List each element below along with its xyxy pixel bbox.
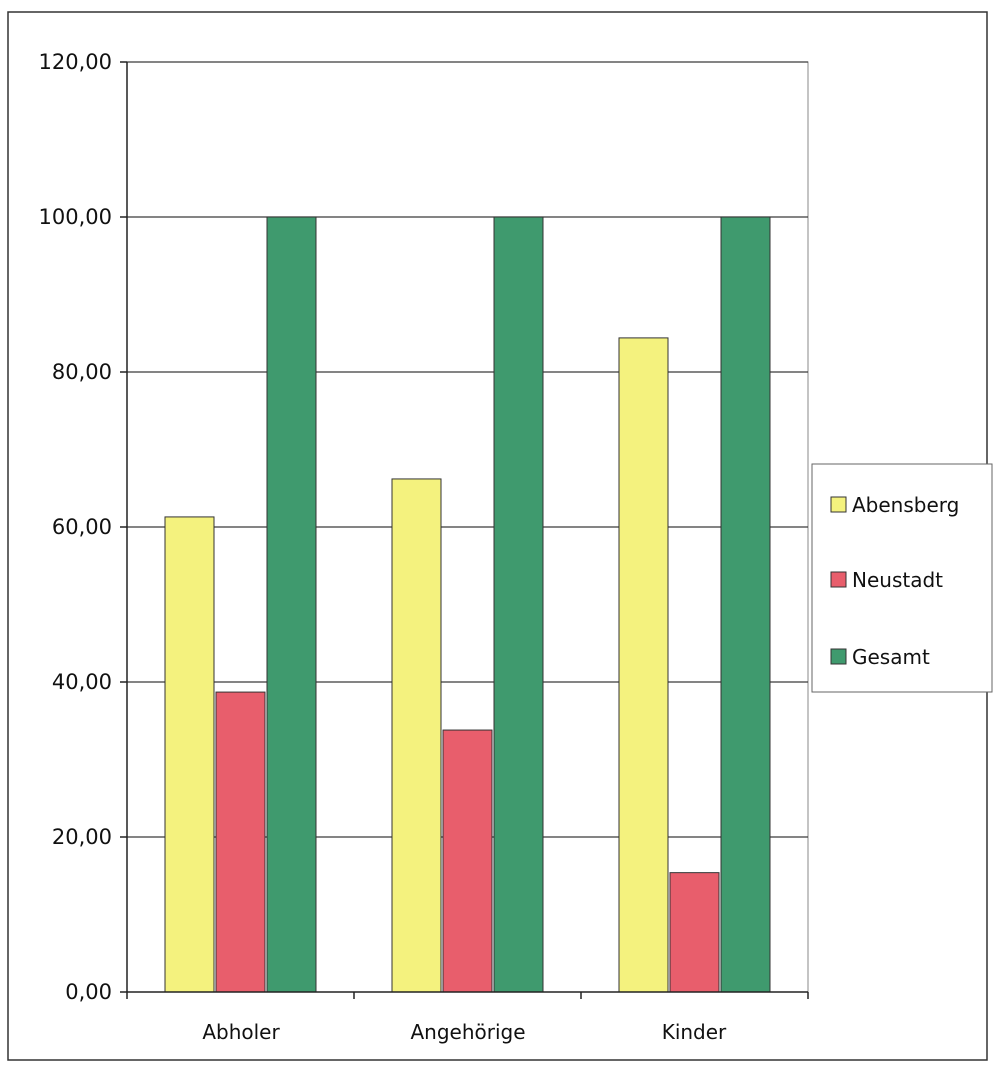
- x-ticks: [126, 992, 809, 999]
- x-category-label: Kinder: [662, 1020, 727, 1044]
- y-ticks: [120, 61, 127, 993]
- legend-label-neustadt: Neustadt: [852, 568, 943, 592]
- legend-swatch-gesamt: [830, 648, 847, 665]
- y-tick-label: 40,00: [52, 670, 112, 694]
- y-tick-label: 60,00: [52, 515, 112, 539]
- x-category-label: Angehörige: [410, 1020, 525, 1044]
- bar-neustadt-abholer: [215, 691, 266, 993]
- legend-swatch-abensberg: [830, 496, 847, 513]
- y-tick-label: 80,00: [52, 360, 112, 384]
- bars: [164, 216, 771, 993]
- bar-abensberg-angehörige: [391, 478, 442, 993]
- y-tick-label: 20,00: [52, 825, 112, 849]
- y-tick-label: 100,00: [39, 205, 112, 229]
- y-tick-label: 120,00: [39, 50, 112, 74]
- bar-gesamt-kinder: [720, 216, 771, 993]
- legend-label-gesamt: Gesamt: [852, 645, 930, 669]
- bar-abensberg-kinder: [618, 337, 669, 993]
- bar-neustadt-angehörige: [442, 729, 493, 993]
- bar-gesamt-angehörige: [493, 216, 544, 993]
- bar-gesamt-abholer: [266, 216, 317, 993]
- x-category-label: Abholer: [202, 1020, 280, 1044]
- y-tick-label: 0,00: [65, 980, 112, 1004]
- bar-neustadt-kinder: [669, 872, 720, 993]
- legend-swatch-neustadt: [830, 571, 847, 588]
- legend: Abensberg Neustadt Gesamt: [811, 463, 993, 693]
- legend-label-abensberg: Abensberg: [852, 493, 959, 517]
- bar-abensberg-abholer: [164, 516, 215, 993]
